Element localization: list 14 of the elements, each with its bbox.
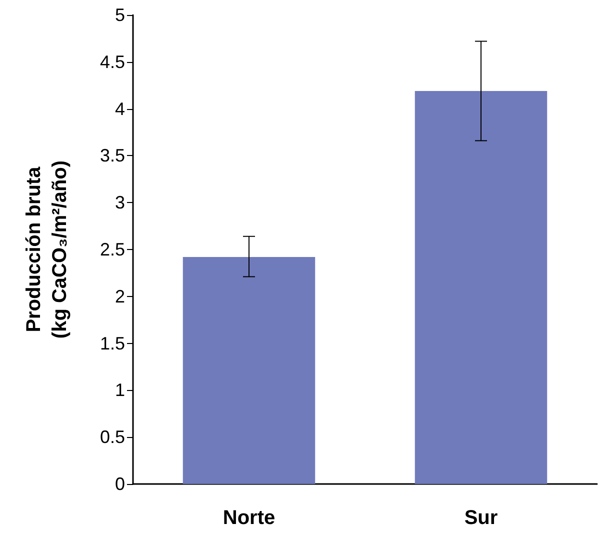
y-tick-label: 1.5 [100, 333, 125, 354]
y-tick-label: 4 [114, 98, 125, 119]
y-tick-label: 0 [114, 474, 125, 494]
y-tick-label: 4.5 [100, 52, 125, 72]
x-tick-label: Sur [464, 507, 498, 529]
x-tick-label: Norte [222, 507, 276, 529]
y-tick-label: 3 [114, 192, 125, 213]
y-tick-label: 5 [114, 5, 125, 25]
y-tick-label: 2.5 [100, 240, 125, 260]
y-tick-label: 2 [114, 286, 125, 306]
y-tick-label: 3.5 [100, 146, 125, 166]
y-tick-label: 0.5 [100, 427, 125, 448]
y-tick-label: 1 [114, 380, 125, 400]
y-axis-title: Producción bruta (kg CaCO₃/m²/año) [23, 160, 71, 339]
